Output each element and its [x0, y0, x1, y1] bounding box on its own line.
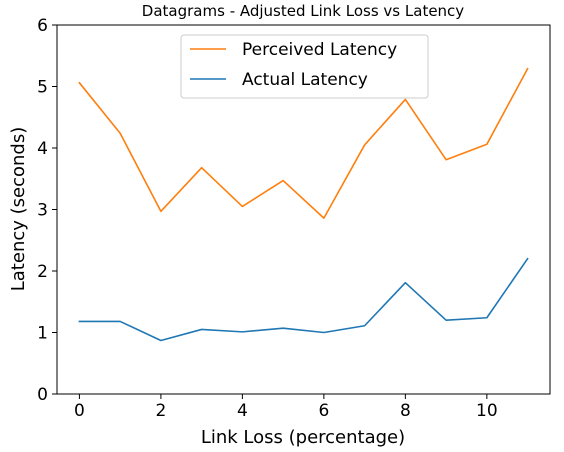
legend-box [180, 34, 429, 99]
y-tick-label: 0 [37, 385, 48, 405]
x-tick-label: 8 [400, 401, 411, 421]
x-axis-ticks: 0 2 4 6 8 10 [74, 394, 498, 421]
legend-label-2: Actual Latency [242, 70, 368, 90]
y-tick-label: 3 [37, 201, 48, 221]
y-tick-label: 4 [37, 139, 48, 159]
x-axis-label: Link Loss (percentage) [201, 427, 405, 448]
series-line-1 [78, 67, 529, 219]
y-tick-label: 1 [37, 324, 48, 344]
legend: Perceived Latency Actual Latency [180, 34, 429, 99]
x-tick-label: 4 [237, 401, 248, 421]
y-tick-label: 6 [37, 16, 48, 36]
x-tick-label: 0 [74, 401, 85, 421]
y-axis-label: Latency (seconds) [8, 127, 29, 292]
y-axis-ticks: 0 1 2 3 4 5 6 [37, 16, 57, 405]
series-line-2 [78, 257, 529, 342]
legend-label-1: Perceived Latency [242, 40, 397, 60]
y-tick-label: 2 [37, 262, 48, 282]
x-tick-label: 10 [476, 401, 498, 421]
x-tick-label: 2 [155, 401, 166, 421]
y-tick-label: 5 [37, 78, 48, 98]
x-tick-label: 6 [318, 401, 329, 421]
chart-title: Datagrams - Adjusted Link Loss vs Latenc… [142, 2, 465, 20]
